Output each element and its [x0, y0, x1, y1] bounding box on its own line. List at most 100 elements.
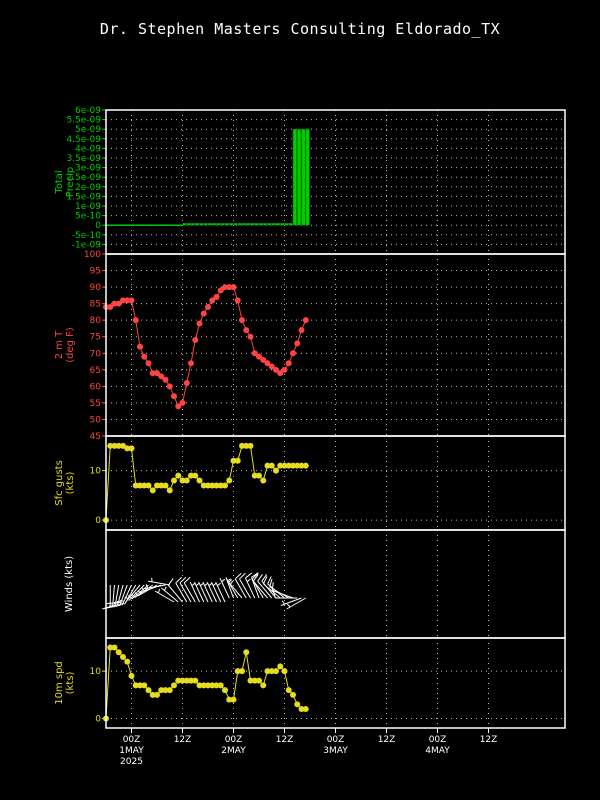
- wind-barb-half-flag: [131, 593, 136, 597]
- x-tick-label: 1MAY: [119, 746, 144, 756]
- data-point: [268, 363, 275, 370]
- data-point: [277, 370, 284, 377]
- y-axis-label-line: 2 m T: [54, 330, 65, 359]
- precip-bar: [207, 223, 212, 226]
- precip-bar: [199, 223, 204, 226]
- data-point: [196, 682, 203, 689]
- data-point: [149, 370, 156, 377]
- data-point: [251, 677, 258, 684]
- wind-barb-staff: [206, 581, 217, 603]
- data-point: [183, 677, 190, 684]
- data-point: [230, 457, 237, 464]
- wind-barb-half-flag: [212, 582, 217, 587]
- wind-barb: [280, 597, 302, 606]
- data-point: [285, 462, 292, 469]
- data-point: [154, 691, 160, 698]
- data-point: [200, 682, 207, 689]
- data-point: [179, 477, 186, 484]
- y-tick-label: 2.5e-09: [66, 173, 101, 183]
- x-tick-label: 12Z: [276, 735, 294, 745]
- y-tick-label: 70: [90, 349, 102, 359]
- precip-bar: [275, 223, 280, 226]
- wind-barb-flag: [261, 574, 268, 582]
- panel-4: Winds (kts): [64, 529, 566, 639]
- wind-barb: [124, 584, 141, 603]
- wind-barb-staff: [193, 581, 205, 603]
- precip-bar: [246, 223, 251, 226]
- data-point: [234, 297, 241, 304]
- wind-barb-staff: [234, 578, 247, 599]
- data-point: [302, 317, 309, 324]
- data-point: [243, 649, 250, 656]
- y-tick-label: 2e-09: [75, 183, 101, 193]
- data-point: [107, 442, 114, 449]
- y-axis-label: 2 m T(deg F): [54, 327, 76, 363]
- data-point: [302, 462, 309, 469]
- precip-bar: [237, 223, 242, 226]
- precip-bar: [195, 223, 200, 226]
- precip-bar: [186, 223, 191, 226]
- data-point: [260, 477, 267, 484]
- y-axis-label-line: (kts): [65, 472, 76, 495]
- data-point: [192, 337, 199, 344]
- y-tick-label: -1e-09: [72, 240, 101, 250]
- data-point: [281, 462, 288, 469]
- y-tick-label: 100: [84, 250, 101, 260]
- data-point: [128, 672, 135, 679]
- wind-barb-flag: [183, 576, 191, 584]
- precip-bar: [224, 223, 229, 226]
- wind-barb: [271, 582, 294, 599]
- data-point: [260, 682, 267, 689]
- wind-barb-half-flag: [191, 582, 196, 587]
- data-point: [132, 482, 139, 489]
- data-point: [213, 682, 220, 689]
- y-tick-label: 1e-09: [75, 202, 101, 212]
- precip-bar: [263, 223, 268, 226]
- wind-barb-flag: [179, 576, 187, 584]
- data-point: [285, 360, 292, 367]
- chart-title: Dr. Stephen Masters Consulting Eldorado_…: [99, 20, 501, 38]
- data-point: [141, 353, 148, 360]
- y-tick-label: 60: [90, 382, 102, 392]
- data-point: [217, 287, 224, 294]
- y-tick-label: 75: [90, 333, 101, 343]
- wind-barb-staff: [189, 581, 200, 603]
- y-axis-label-line: Winds (kts): [64, 556, 75, 612]
- precip-bar: [284, 223, 289, 226]
- data-point: [281, 668, 288, 675]
- data-point: [183, 380, 190, 387]
- data-point: [107, 644, 114, 651]
- precip-bar: [233, 223, 238, 226]
- data-point: [137, 682, 143, 689]
- data-point: [243, 327, 250, 334]
- wind-barb: [179, 576, 192, 603]
- wind-barb-half-flag: [230, 580, 234, 585]
- wind-barb: [202, 581, 213, 603]
- wind-barb-staff: [179, 582, 192, 603]
- data-point: [120, 653, 126, 660]
- y-tick-label: 5e-10: [75, 212, 101, 222]
- precip-bar: [292, 128, 297, 226]
- y-tick-label: 45: [90, 432, 101, 442]
- wind-barb: [210, 581, 222, 603]
- data-point: [256, 677, 262, 684]
- wind-barb-staff: [147, 580, 170, 586]
- wind-barb: [219, 577, 230, 599]
- wind-barb-staff: [272, 590, 294, 599]
- data-point: [268, 462, 275, 469]
- precip-bar: [250, 223, 255, 226]
- data-point: [247, 333, 254, 340]
- precip-bar: [182, 223, 187, 226]
- data-point: [111, 300, 118, 307]
- y-tick-label: 10: [90, 467, 102, 477]
- wind-barb-flag: [167, 578, 174, 586]
- y-axis-label-line: (deg F): [65, 327, 76, 363]
- precip-bar: [297, 128, 302, 226]
- wind-barb: [143, 584, 166, 590]
- precip-bar: [190, 223, 195, 226]
- precip-bar: [305, 128, 310, 226]
- x-tick-label: 4MAY: [425, 746, 450, 756]
- data-point: [175, 403, 182, 410]
- y-axis-label-line: Sfc gusts: [54, 460, 65, 506]
